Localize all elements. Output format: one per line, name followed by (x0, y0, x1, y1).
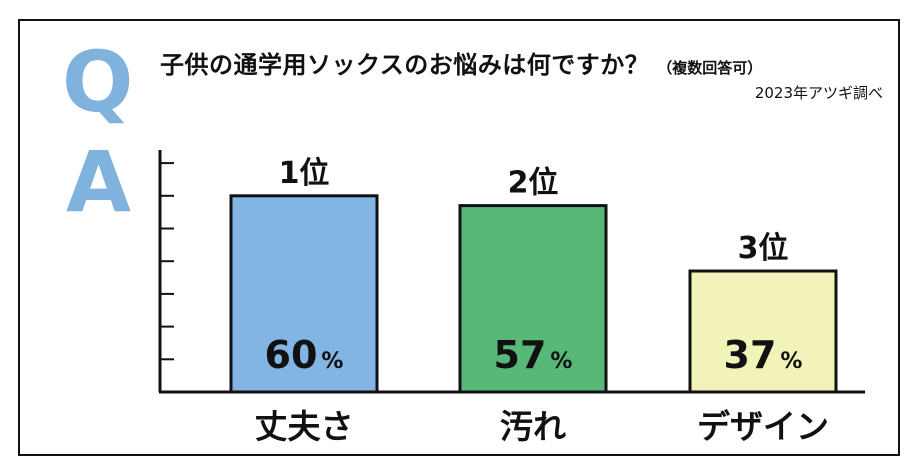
a-letter: A (66, 133, 132, 231)
value-unit: % (550, 349, 572, 374)
category-label: 丈夫さ (255, 407, 354, 446)
title-question: 子供の通学用ソックスのお悩みは何ですか？ (160, 51, 650, 79)
chart-title: 子供の通学用ソックスのお悩みは何ですか？ （複数回答可） (160, 45, 762, 80)
bar (229, 194, 379, 394)
chart-bars (229, 194, 838, 394)
value-unit: % (780, 349, 802, 374)
category-label: 汚れ (500, 407, 566, 446)
value-label: 60% (265, 333, 344, 377)
bar (688, 269, 838, 394)
q-letter: Q (62, 33, 134, 131)
value-number: 60 (265, 333, 318, 377)
value-label: 57% (494, 333, 573, 377)
rank-label: 3位 (738, 231, 789, 266)
value-number: 57 (494, 333, 547, 377)
survey-source-note: 2023年アツギ調べ (754, 84, 883, 102)
value-unit: % (321, 349, 343, 374)
chart-labels: 1位 60 % 丈夫さ 2位 57 % 汚れ 3位 37 % デザイン (255, 156, 830, 446)
title-note: （複数回答可） (657, 59, 763, 77)
value-number: 37 (724, 333, 777, 377)
rank-label: 2位 (508, 166, 559, 201)
category-label: デザイン (697, 407, 829, 446)
bar (458, 204, 608, 394)
value-label: 37% (724, 333, 803, 377)
rank-label: 1位 (279, 156, 330, 191)
